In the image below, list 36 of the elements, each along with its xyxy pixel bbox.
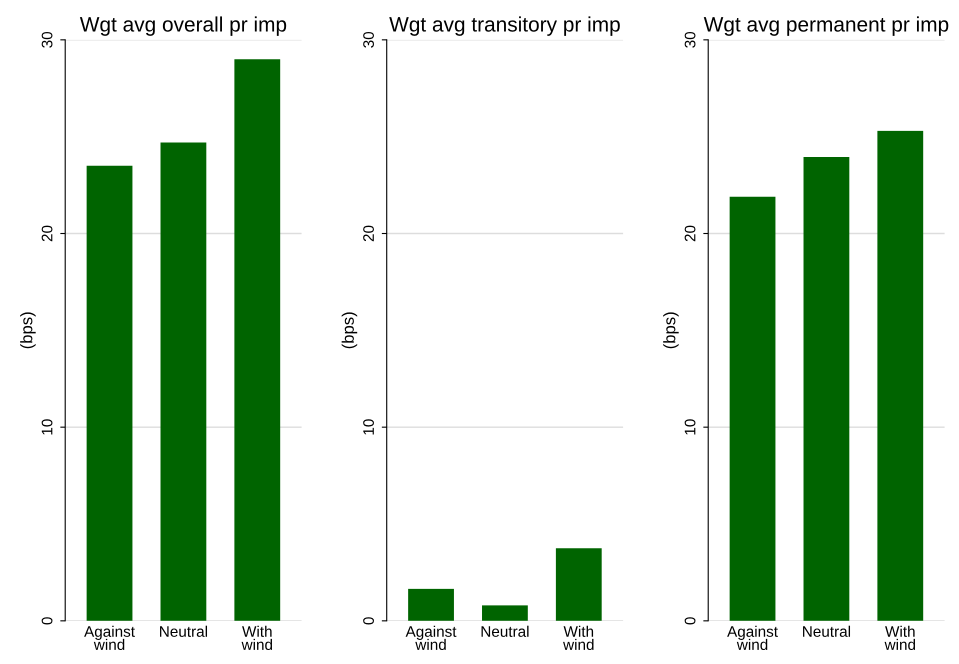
y-tick-label: 10 xyxy=(363,419,374,435)
bar xyxy=(804,157,850,621)
y-tick-label: 20 xyxy=(363,226,374,242)
chart-title: Wgt avg permanent pr imp xyxy=(704,16,948,36)
y-tick-label: 0 xyxy=(363,617,374,624)
bar xyxy=(234,59,280,621)
y-tick-label: 30 xyxy=(684,32,696,48)
x-tick-label: Against wind xyxy=(84,626,135,650)
y-tick-label: 0 xyxy=(684,617,696,624)
bar xyxy=(877,130,924,621)
y-tick-label: 30 xyxy=(363,32,374,48)
bar xyxy=(160,142,206,621)
chart-title: Wgt avg overall pr imp xyxy=(80,16,286,36)
x-tick-label: With wind xyxy=(242,626,272,650)
y-tick-label: 10 xyxy=(684,419,696,435)
y-axis-title: (bps) xyxy=(342,312,358,348)
x-tick-label: Neutral xyxy=(803,626,850,637)
x-tick-label: Neutral xyxy=(160,626,208,637)
bar xyxy=(556,548,602,621)
y-tick-label: 10 xyxy=(42,419,52,435)
x-tick-label: Against wind xyxy=(727,626,778,650)
bar xyxy=(86,166,132,621)
y-tick-label: 0 xyxy=(42,617,52,624)
x-tick-label: With wind xyxy=(884,626,916,650)
bar xyxy=(482,605,528,621)
y-axis-title: (bps) xyxy=(20,312,36,348)
x-tick-label: Against wind xyxy=(406,626,456,650)
y-tick-label: 30 xyxy=(42,32,52,48)
y-tick-label: 20 xyxy=(42,226,52,242)
bar xyxy=(730,196,776,621)
chart-title: Wgt avg transitory pr imp xyxy=(389,16,620,36)
x-tick-label: With wind xyxy=(563,626,594,650)
bar xyxy=(408,588,454,621)
y-axis-title: (bps) xyxy=(663,312,679,348)
y-tick-label: 20 xyxy=(684,226,696,242)
x-tick-label: Neutral xyxy=(482,626,529,637)
